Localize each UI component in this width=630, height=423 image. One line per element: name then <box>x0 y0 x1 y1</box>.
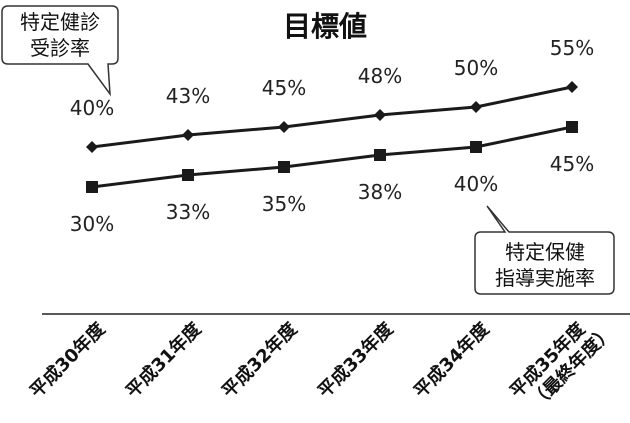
callout-bubble-1 <box>1 5 119 97</box>
series-line-2 <box>91 125 573 189</box>
callout-label-1b: 受診率 <box>30 36 90 60</box>
series-1-point <box>182 129 194 141</box>
category-label: 平成31年度 <box>121 317 206 402</box>
series-2-point <box>86 181 98 193</box>
category-label-text: 平成31年度 <box>121 317 206 402</box>
category-label-text: 平成30年度 <box>25 317 110 402</box>
series-2-data-label: 35% <box>262 192 306 216</box>
series-1-data-label: 50% <box>454 56 498 80</box>
category-labels: 平成30年度 平成31年度 平成32年度 平成33年度 平成34年度 平成35年度（最終年… <box>25 317 617 412</box>
category-label-text: 平成33年度 <box>313 317 398 402</box>
series-2-point <box>566 121 578 133</box>
chart-title: 目標値 <box>283 10 367 43</box>
category-label: 平成32年度 <box>217 317 302 402</box>
series-1-point <box>86 141 98 153</box>
category-label: 平成34年度 <box>409 317 494 402</box>
callout-label-1a: 特定健診 <box>20 10 100 34</box>
category-label-text: 平成32年度 <box>217 317 302 402</box>
series-1-point <box>374 109 386 121</box>
series-1-data-label: 43% <box>166 84 210 108</box>
category-label: 平成35年度（最終年度） <box>505 317 617 412</box>
series-1-data-label: 48% <box>358 64 402 88</box>
series-2-data-label: 30% <box>70 212 114 236</box>
series-1-data-label: 40% <box>70 96 114 120</box>
series-1-point <box>566 81 578 93</box>
callout-series-2: 特定保健 指導実施率 <box>474 205 615 295</box>
series-1-point <box>470 101 482 113</box>
series-2-data-label: 40% <box>454 172 498 196</box>
callout-series-1: 特定健診 受診率 <box>1 5 119 97</box>
series-2-point <box>278 161 290 173</box>
plot-area: 40% 43% 45% 48% 50% 55% 30% 33% 35% 38% 40% 45% <box>70 36 594 236</box>
callout-label-2b: 指導実施率 <box>495 266 595 290</box>
series-1-point <box>278 121 290 133</box>
series-2-point <box>374 149 386 161</box>
series-2-data-label: 45% <box>550 152 594 176</box>
series-2-data-label: 33% <box>166 200 210 224</box>
series-1-data-label: 55% <box>550 36 594 60</box>
category-label: 平成33年度 <box>313 317 398 402</box>
series-2-point <box>470 141 482 153</box>
series-line-1 <box>91 85 573 149</box>
category-label: 平成30年度 <box>25 317 110 402</box>
series-1-data-label: 45% <box>262 76 306 100</box>
callout-bubble-2 <box>474 205 615 295</box>
series-2-data-label: 38% <box>358 180 402 204</box>
series-2-point <box>182 169 194 181</box>
callout-label-2a: 特定保健 <box>505 240 585 264</box>
category-label-text: 平成34年度 <box>409 317 494 402</box>
